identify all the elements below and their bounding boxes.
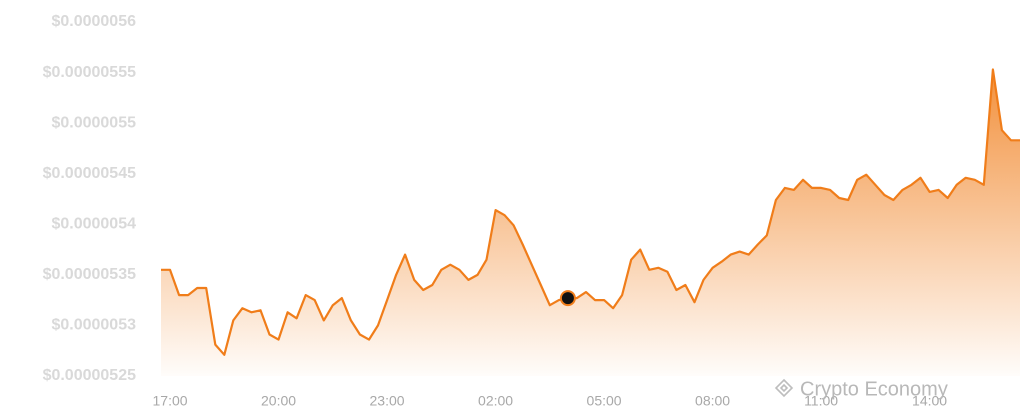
y-tick-label: $0.0000055 bbox=[51, 114, 136, 131]
highlight-point bbox=[559, 290, 576, 307]
x-tick-label: 20:00 bbox=[261, 393, 296, 409]
x-tick-label: 05:00 bbox=[587, 393, 622, 409]
x-tick-label: 11:00 bbox=[804, 393, 838, 409]
y-tick-label: $0.00000525 bbox=[43, 367, 137, 384]
y-tick-label: $0.0000056 bbox=[51, 13, 136, 30]
y-tick-label: $0.0000054 bbox=[51, 216, 136, 233]
y-tick-label: $0.00000555 bbox=[43, 64, 137, 81]
x-tick-label: 08:00 bbox=[695, 393, 730, 409]
area bbox=[161, 69, 1020, 376]
watermark-logo bbox=[774, 378, 794, 398]
line bbox=[161, 68, 1020, 356]
y-tick-label: $0.00000545 bbox=[43, 165, 137, 182]
x-tick-label: 14:00 bbox=[912, 393, 947, 409]
watermark: Crypto Economy bbox=[800, 378, 948, 400]
x-tick-label: 02:00 bbox=[478, 393, 513, 409]
x-tick-label: 23:00 bbox=[370, 393, 405, 409]
y-tick-label: $0.00000535 bbox=[43, 266, 137, 283]
x-tick-label: 17:00 bbox=[153, 393, 188, 409]
y-tick-label: $0.0000053 bbox=[51, 317, 136, 334]
